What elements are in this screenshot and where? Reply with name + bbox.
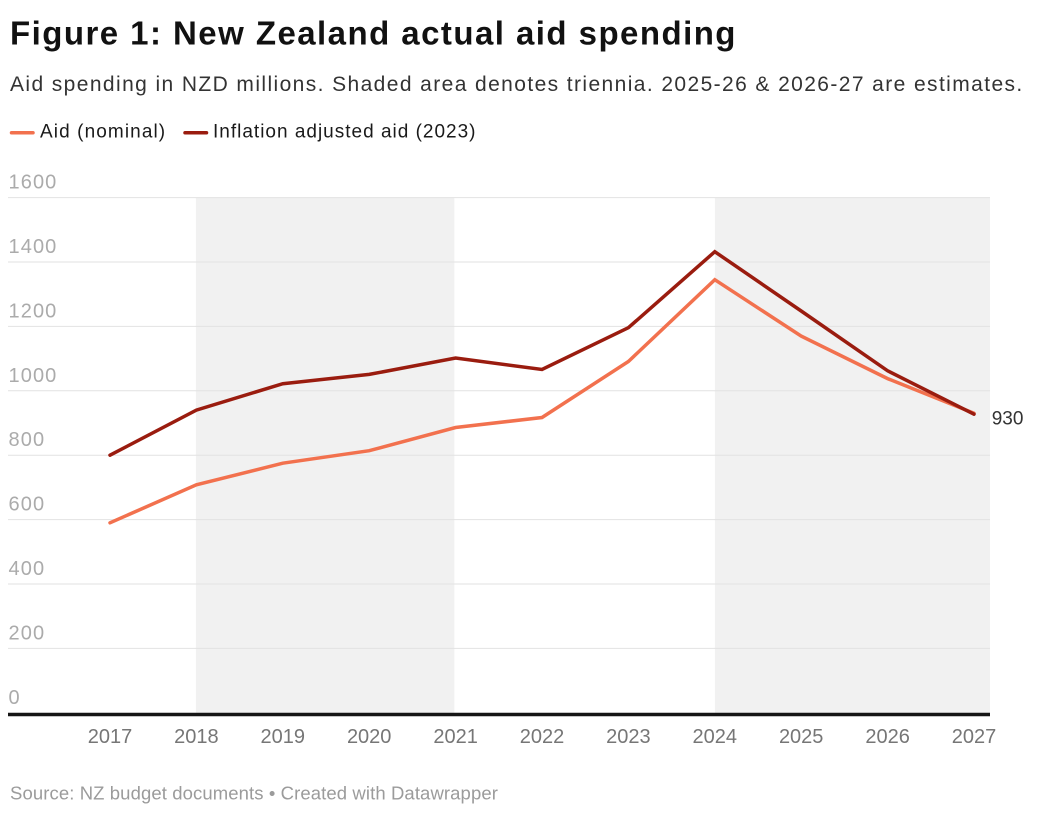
svg-text:400: 400 (9, 558, 46, 580)
svg-text:2026: 2026 (865, 726, 910, 748)
svg-text:2023: 2023 (606, 726, 651, 748)
svg-text:Aid spending in NZD millions.: Aid spending in NZD millions. Shaded are… (10, 73, 1024, 96)
svg-text:1600: 1600 (9, 172, 58, 194)
svg-text:1000: 1000 (9, 365, 58, 387)
svg-text:2025: 2025 (779, 726, 824, 748)
svg-text:2018: 2018 (174, 726, 219, 748)
svg-text:930: 930 (992, 409, 1024, 430)
svg-text:1200: 1200 (9, 300, 58, 322)
svg-text:2020: 2020 (347, 726, 392, 748)
svg-text:2021: 2021 (433, 726, 478, 748)
svg-text:Aid (nominal): Aid (nominal) (40, 122, 166, 143)
svg-text:0: 0 (9, 687, 21, 709)
svg-text:2024: 2024 (693, 726, 738, 748)
svg-text:Inflation adjusted aid (2023): Inflation adjusted aid (2023) (213, 122, 477, 143)
svg-text:2019: 2019 (261, 726, 306, 748)
svg-text:Figure 1: New Zealand actual a: Figure 1: New Zealand actual aid spendin… (10, 15, 737, 52)
svg-text:Source: NZ budget documents •: Source: NZ budget documents • Created wi… (10, 783, 498, 804)
svg-text:2027: 2027 (952, 726, 997, 748)
svg-text:2017: 2017 (88, 726, 133, 748)
svg-text:800: 800 (9, 429, 46, 451)
svg-text:200: 200 (9, 622, 46, 644)
svg-text:600: 600 (9, 494, 46, 516)
svg-text:1400: 1400 (9, 236, 58, 258)
svg-text:2022: 2022 (520, 726, 565, 748)
